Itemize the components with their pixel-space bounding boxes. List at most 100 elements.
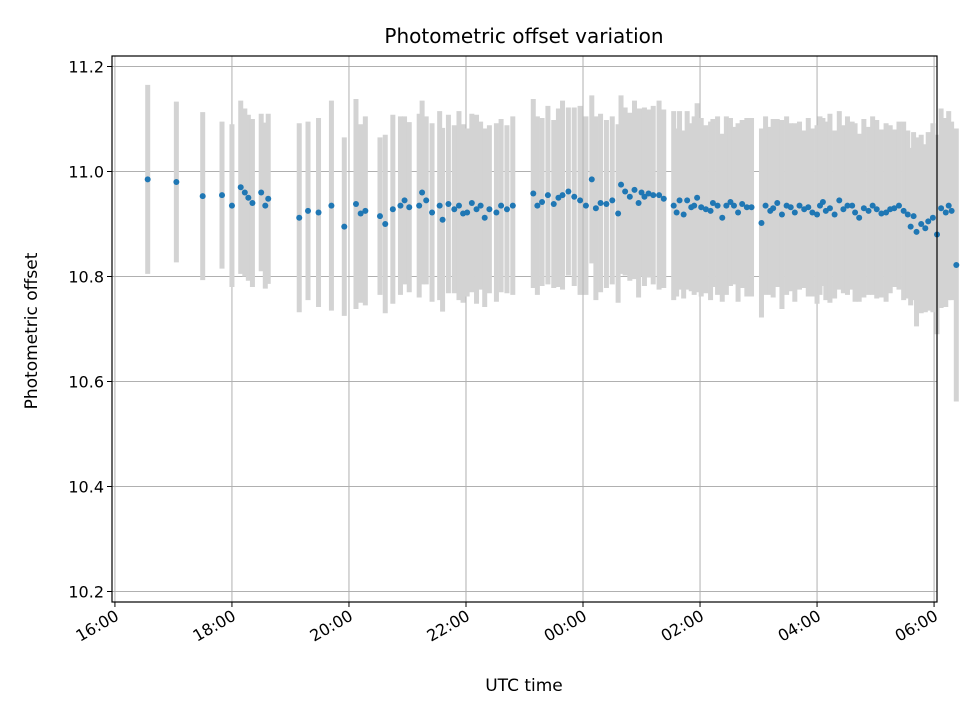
data-point — [770, 205, 777, 212]
data-point — [618, 181, 625, 188]
data-point — [559, 192, 566, 199]
data-point — [451, 206, 458, 213]
data-point — [676, 197, 683, 204]
data-point — [826, 205, 833, 212]
data-point — [891, 205, 898, 212]
data-point — [739, 201, 746, 208]
y-axis-label: Photometric offset — [22, 252, 42, 409]
data-point — [707, 207, 714, 214]
data-point — [869, 202, 876, 209]
data-point — [144, 176, 151, 183]
data-point — [582, 202, 589, 209]
y-tick-label: 10.2 — [68, 583, 104, 602]
y-tick-label: 10.6 — [68, 373, 104, 392]
data-point — [305, 207, 312, 214]
data-point — [840, 206, 847, 213]
data-point — [423, 197, 430, 204]
chart-title: Photometric offset variation — [384, 24, 663, 48]
y-tick-label: 10.4 — [68, 478, 104, 497]
data-point — [219, 192, 225, 199]
data-point — [258, 189, 265, 196]
data-point — [362, 207, 369, 214]
data-point — [397, 202, 404, 209]
data-point — [910, 213, 917, 220]
data-point — [539, 198, 546, 205]
data-point — [929, 214, 936, 221]
data-point — [592, 205, 599, 212]
data-point — [748, 204, 755, 211]
data-point — [315, 209, 322, 216]
data-point — [836, 197, 843, 204]
data-point — [938, 205, 945, 212]
data-point — [670, 202, 677, 209]
data-point — [758, 219, 765, 226]
data-point — [660, 195, 667, 202]
data-point — [904, 211, 911, 218]
data-point — [382, 221, 389, 227]
data-point — [419, 189, 426, 196]
data-point — [464, 209, 471, 216]
data-point — [445, 201, 452, 208]
data-point — [265, 195, 272, 202]
data-point — [249, 200, 256, 206]
data-point — [626, 193, 633, 200]
data-point — [588, 176, 595, 183]
data-point — [245, 194, 252, 201]
data-point — [493, 209, 500, 216]
data-point — [262, 202, 269, 209]
data-point — [719, 214, 726, 221]
data-point — [907, 223, 914, 230]
data-point — [237, 184, 244, 191]
data-point — [603, 201, 610, 208]
data-point — [401, 197, 408, 204]
data-point — [691, 202, 698, 209]
data-point — [609, 197, 616, 204]
data-point — [942, 209, 949, 216]
data-point — [698, 204, 705, 211]
data-point — [814, 211, 821, 218]
data-point — [622, 188, 629, 195]
data-point — [635, 200, 642, 206]
data-point — [477, 202, 484, 209]
data-point — [241, 189, 248, 196]
data-point — [341, 223, 348, 230]
data-point — [389, 206, 396, 213]
x-axis-label: UTC time — [485, 676, 563, 696]
data-point — [796, 202, 803, 209]
y-tick-label: 10.8 — [68, 268, 104, 287]
data-point — [565, 188, 572, 195]
data-point — [831, 211, 838, 218]
data-point — [650, 192, 657, 199]
data-point — [436, 202, 443, 209]
data-point — [530, 190, 537, 197]
data-point — [455, 202, 462, 209]
data-point — [498, 202, 505, 209]
data-point — [791, 209, 798, 216]
data-point — [945, 202, 952, 209]
data-point — [762, 202, 769, 209]
data-point — [615, 210, 622, 217]
data-point — [328, 202, 335, 209]
data-point — [805, 204, 812, 211]
data-point — [503, 206, 510, 213]
data-point — [849, 202, 856, 209]
data-point — [900, 207, 907, 214]
data-point — [723, 202, 730, 209]
data-point — [948, 207, 955, 214]
data-point — [473, 206, 480, 213]
data-point — [714, 202, 721, 209]
data-point — [468, 200, 475, 206]
data-point — [809, 209, 816, 216]
data-point — [199, 193, 206, 200]
data-point — [439, 216, 446, 223]
data-point — [656, 192, 663, 199]
data-point — [852, 209, 859, 216]
data-point — [913, 228, 920, 235]
y-tick-label: 11.0 — [68, 163, 104, 182]
data-point — [860, 205, 867, 212]
data-point — [735, 209, 742, 216]
data-point — [544, 192, 551, 199]
y-axis-ticks: 10.2 10.4 10.6 10.8 11.0 11.2 — [68, 58, 112, 602]
data-point — [376, 213, 383, 220]
